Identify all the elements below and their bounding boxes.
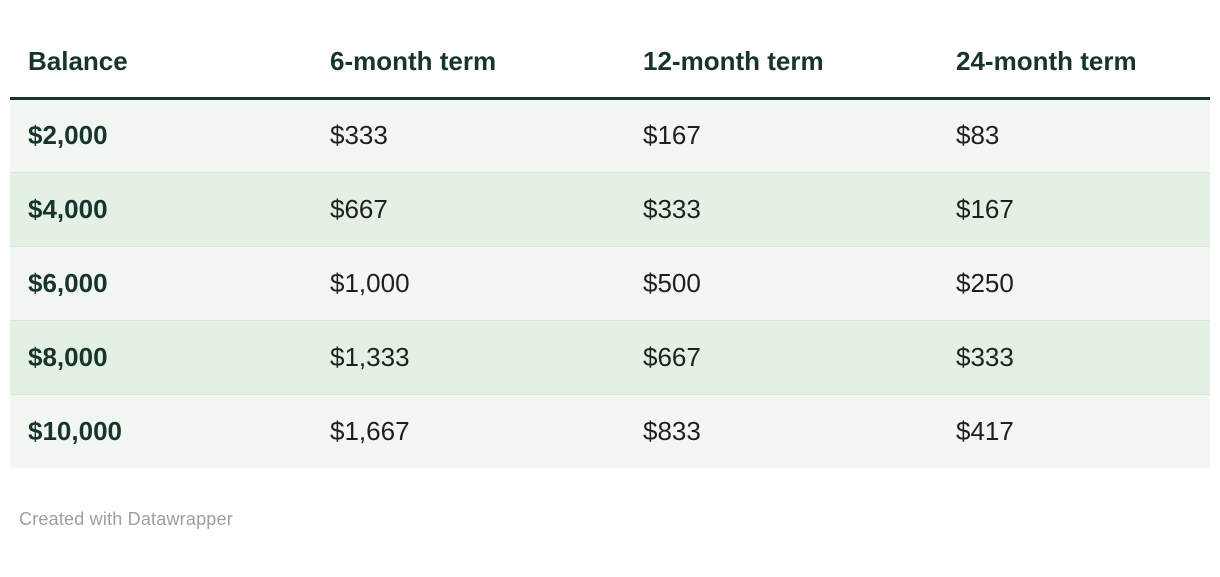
table-row: $6,000 $1,000 $500 $250	[10, 246, 1210, 320]
cd-rates-table: Balance 6-month term 12-month term 24-mo…	[10, 31, 1210, 468]
value-cell: $333	[956, 341, 1014, 372]
value-cell: $667	[643, 341, 701, 372]
value-cell: $333	[643, 193, 701, 224]
column-header-balance: Balance	[28, 46, 128, 77]
column-header-6-month-term: 6-month term	[330, 46, 497, 77]
balance-cell: $4,000	[28, 193, 108, 224]
value-cell: $1,333	[330, 341, 410, 372]
datawrapper-credit: Created with Datawrapper	[19, 509, 233, 529]
value-cell: $333	[330, 120, 388, 150]
value-cell: $667	[330, 193, 388, 224]
table-row: $10,000 $1,667 $833 $417	[10, 394, 1210, 468]
datawrapper-table-page: Balance 6-month term 12-month term 24-mo…	[0, 31, 1220, 577]
value-cell: $167	[956, 193, 1014, 224]
balance-cell: $8,000	[28, 341, 108, 372]
value-cell: $250	[956, 267, 1014, 298]
table-row: $2,000 $333 $167 $83	[10, 98, 1210, 172]
value-cell: $1,667	[330, 415, 410, 446]
value-cell: $833	[643, 415, 701, 446]
value-cell: $1,000	[330, 267, 410, 298]
value-cell: $500	[643, 267, 701, 298]
value-cell: $417	[956, 415, 1014, 446]
table-row: $8,000 $1,333 $667 $333	[10, 320, 1210, 394]
value-cell: $83	[956, 120, 1000, 150]
header-row: Balance 6-month term 12-month term 24-mo…	[10, 31, 1210, 98]
table-row: $4,000 $667 $333 $167	[10, 172, 1210, 246]
column-header-12-month-term: 12-month term	[643, 46, 824, 77]
column-header-24-month-term: 24-month term	[956, 46, 1137, 77]
table-header: Balance 6-month term 12-month term 24-mo…	[10, 31, 1210, 98]
value-cell: $167	[643, 120, 701, 150]
balance-cell: $10,000	[28, 415, 122, 446]
balance-cell: $6,000	[28, 267, 108, 298]
table-body: $2,000 $333 $167 $83 $4,000 $667 $333 $167 $6,00…	[10, 98, 1210, 468]
balance-cell: $2,000	[28, 120, 108, 150]
